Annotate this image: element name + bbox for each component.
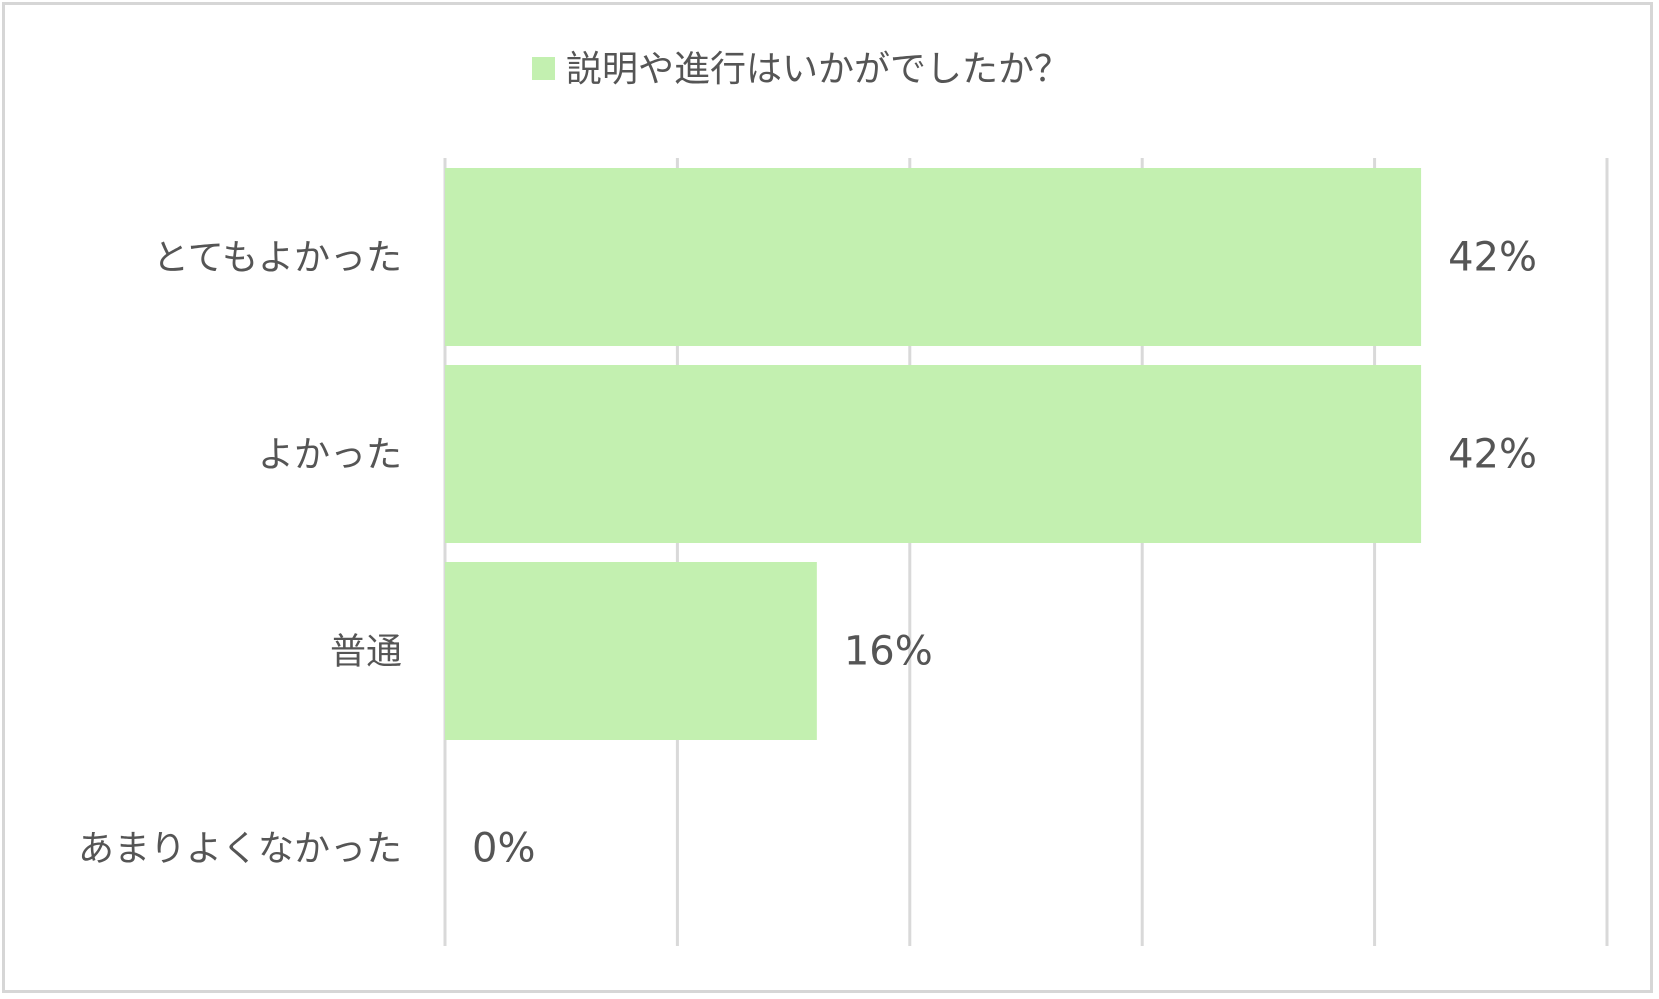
data-label-1: 42% [1448, 432, 1537, 478]
bar-2 [445, 562, 817, 740]
bars [445, 168, 1422, 740]
category-label-1: よかった [258, 435, 402, 476]
bar-1 [445, 365, 1422, 543]
category-label-0: とてもよかった [153, 238, 402, 279]
bar-0 [445, 168, 1422, 346]
legend-swatch [532, 57, 555, 80]
legend-label: 説明や進行はいかがでしたか？ [566, 49, 1070, 90]
data-label-2: 16% [844, 629, 933, 675]
category-label-2: 普通 [330, 632, 402, 673]
legend: 説明や進行はいかがでしたか？ [532, 49, 1070, 90]
data-label-3: 0% [472, 826, 535, 872]
data-label-0: 42% [1448, 235, 1537, 281]
data-labels: 42% 42% 16% 0% [472, 235, 1537, 872]
category-label-3: あまりよくなかった [78, 829, 402, 870]
